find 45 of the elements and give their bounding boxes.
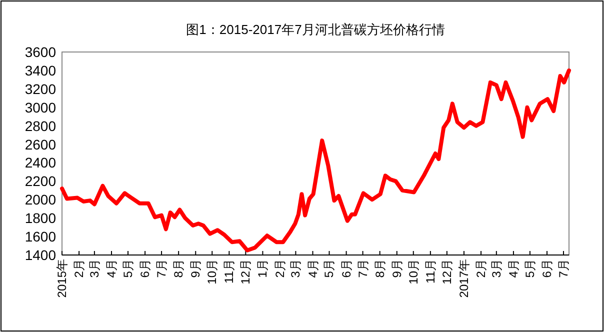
x-tick-label: 4月 [104,259,118,278]
x-tick-label: 5月 [322,259,336,278]
chart-title: 图1：2015-2017年7月河北普碳方坯价格行情 [186,22,445,37]
x-tick-label: 4月 [506,259,520,278]
x-tick-label: 6月 [339,259,354,278]
x-tick-label: 3月 [288,259,303,278]
y-tick-label: 2200 [24,173,56,190]
x-tick-label: 7月 [356,259,370,278]
x-tick-label: 10月 [406,259,420,284]
x-tick-label: 10月 [205,259,220,284]
x-tick-label: 7月 [154,259,169,278]
x-tick-label: 2月 [474,259,488,278]
x-tick-label: 1月 [256,259,270,278]
y-tick-label: 1800 [24,210,56,226]
x-tick-label: 3月 [87,259,102,278]
x-tick-label: 2015年 [55,259,69,298]
x-tick-label: 3月 [489,259,504,278]
x-tick-label: 11月 [222,259,236,284]
x-tick-label: 9月 [390,259,404,278]
x-tick-label: 11月 [423,259,438,284]
y-tick-label: 3000 [24,99,56,116]
line-series [60,68,571,252]
y-tick-label: 2600 [24,136,56,152]
x-tick-label: 2月 [72,259,86,278]
x-tick-label: 8月 [172,259,186,278]
x-tick-label: 6月 [540,259,554,278]
y-tick-label: 1600 [24,228,56,245]
y-tick-label: 3600 [24,44,56,60]
x-tick-label: 4月 [306,259,320,278]
y-tick-label: 3400 [24,62,56,78]
x-tick-label: 9月 [188,259,203,278]
x-tick-label: 5月 [522,259,537,278]
x-tick-label: 6月 [138,259,152,278]
y-tick-label: 3200 [24,80,56,97]
x-tick-label: 7月 [556,259,570,278]
x-tick-label: 8月 [372,259,387,278]
x-tick-label: 2017年 [456,259,471,298]
x-tick-label: 12月 [238,259,253,284]
y-tick-label: 2800 [24,118,56,134]
x-tick-label: 12月 [440,259,454,284]
y-tick-label: 2000 [24,192,56,208]
y-tick-label: 1400 [24,247,56,263]
x-tick-label: 2月 [272,259,287,278]
x-tick-label: 5月 [120,259,135,278]
y-tick-label: 2400 [24,154,56,171]
